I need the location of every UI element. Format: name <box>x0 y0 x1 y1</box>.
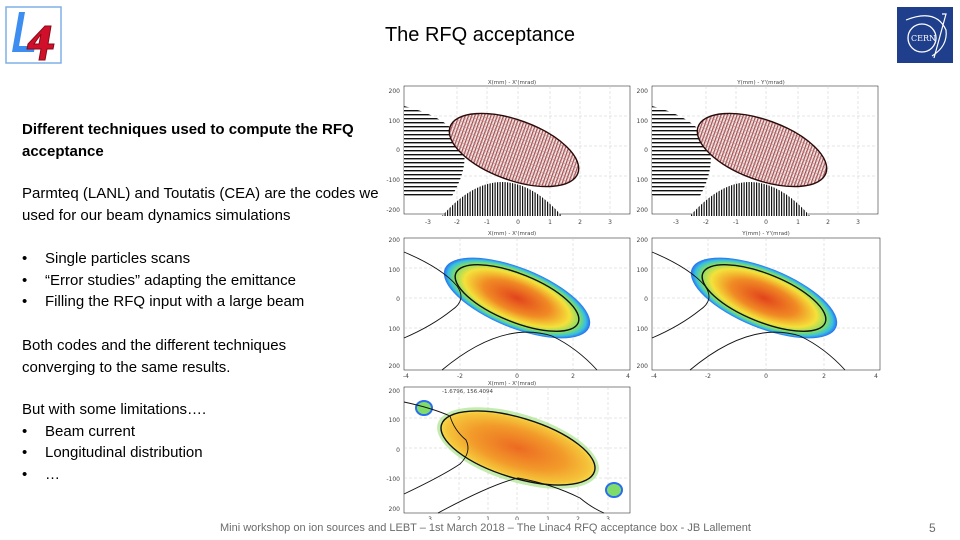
svg-text:-1: -1 <box>733 219 739 226</box>
svg-text:0: 0 <box>396 147 400 154</box>
svg-text:-2: -2 <box>457 373 463 378</box>
svg-text:3: 3 <box>608 219 612 226</box>
svg-text:0: 0 <box>764 373 768 378</box>
svg-text:3: 3 <box>856 219 860 226</box>
codes-paragraph: Parmteq (LANL) and Toutatis (CEA) are th… <box>22 185 379 224</box>
svg-text:2: 2 <box>571 373 575 378</box>
plot-large-beam-x: X(mm) - X'(mrad) -1.6796, 156.4094 200 1… <box>372 380 640 520</box>
svg-text:-100: -100 <box>386 177 400 184</box>
plot-error-y: Y(mm) - Y'(mrad) 200 100 0 100 200 -4 -2… <box>636 228 886 378</box>
svg-text:100: 100 <box>637 118 649 125</box>
svg-text:-4: -4 <box>651 373 657 378</box>
svg-text:-4: -4 <box>403 373 409 378</box>
svg-text:2: 2 <box>826 219 830 226</box>
list-item: •… <box>22 465 60 483</box>
svg-text:X(mm) - X'(mrad): X(mm) - X'(mrad) <box>488 231 536 237</box>
svg-text:4: 4 <box>874 373 878 378</box>
svg-text:200: 200 <box>389 237 401 244</box>
list-item: • Longitudinal distribution <box>22 444 203 461</box>
svg-text:0: 0 <box>516 219 520 226</box>
x-axis: -3 -2 -1 0 1 2 3 <box>425 219 612 226</box>
list-item: • “Error studies” adapting the emittance <box>22 271 296 289</box>
svg-text:3: 3 <box>428 516 432 520</box>
svg-text:2: 2 <box>822 373 826 378</box>
svg-text:Y(mm) - Y'(mrad): Y(mm) - Y'(mrad) <box>741 231 790 237</box>
svg-text:100: 100 <box>637 326 649 333</box>
svg-text:100: 100 <box>637 267 649 274</box>
svg-text:-3: -3 <box>425 219 431 226</box>
svg-text:X(mm) - X'(mrad): X(mm) - X'(mrad) <box>488 80 536 86</box>
svg-text:1: 1 <box>546 516 550 520</box>
svg-text:-2: -2 <box>454 219 460 226</box>
svg-text:1: 1 <box>796 219 800 226</box>
list-item: • Beam current <box>22 422 136 440</box>
svg-text:200: 200 <box>389 363 401 370</box>
svg-text:100: 100 <box>389 118 401 125</box>
svg-text:0: 0 <box>396 296 400 303</box>
svg-text:Y(mm) - Y'(mrad): Y(mm) - Y'(mrad) <box>736 80 785 86</box>
svg-text:100: 100 <box>389 267 401 274</box>
list-item: • Single particles scans <box>22 250 191 267</box>
svg-text:2: 2 <box>578 219 582 226</box>
l4-logo <box>5 6 62 64</box>
svg-text:0: 0 <box>644 147 648 154</box>
svg-text:-3: -3 <box>673 219 679 226</box>
heading-text: Different techniques used to compute the… <box>22 121 354 160</box>
svg-text:2: 2 <box>576 516 580 520</box>
svg-text:3: 3 <box>606 516 610 520</box>
svg-text:-2: -2 <box>705 373 711 378</box>
page-number: 5 <box>929 521 936 535</box>
limitations-intro: But with some limitations…. <box>22 401 207 418</box>
svg-text:200: 200 <box>637 237 649 244</box>
svg-text:-2: -2 <box>703 219 709 226</box>
svg-text:100: 100 <box>389 326 401 333</box>
techniques-list: • Single particles scans • “Error studies”… <box>22 248 372 313</box>
plot-error-x: X(mm) - X'(mrad) 200 100 0 100 200 -4 -2… <box>372 228 640 378</box>
conclusion-paragraph: Both codes and the different techniques … <box>22 337 287 376</box>
svg-text:200: 200 <box>389 88 401 95</box>
svg-text:-200: -200 <box>386 207 400 214</box>
svg-text:0: 0 <box>764 219 768 226</box>
footer-text: Mini workshop on ion sources and LEBT – … <box>220 522 751 534</box>
svg-text:200: 200 <box>637 88 649 95</box>
plot-scan-y: Y(mm) - Y'(mrad) 200 100 0 -100 -200 -3 … <box>636 78 886 228</box>
plot-scan-x: X(mm) - X'(mrad) 200 100 0 -100 -200 -3 … <box>372 78 640 228</box>
svg-text:X(mm) - X'(mrad): X(mm) - X'(mrad) <box>488 381 536 387</box>
svg-text:-200: -200 <box>636 207 648 214</box>
svg-text:-1: -1 <box>484 219 490 226</box>
limitations-block: But with some limitations…. • Beam curren… <box>22 399 362 485</box>
list-item: • Filling the RFQ input with a large beam <box>22 293 305 310</box>
svg-text:1: 1 <box>548 219 552 226</box>
svg-text:-100: -100 <box>386 476 400 483</box>
svg-text:-1.6796, 156.4094: -1.6796, 156.4094 <box>442 389 493 395</box>
svg-text:-100: -100 <box>636 177 648 184</box>
page-title: The RFQ acceptance <box>384 24 576 46</box>
svg-text:0: 0 <box>396 447 400 454</box>
svg-text:0: 0 <box>515 516 519 520</box>
svg-text:100: 100 <box>389 417 401 424</box>
cern-logo: CERN <box>896 6 954 64</box>
svg-text:0: 0 <box>515 373 519 378</box>
y-axis: 200 100 0 -100 -200 <box>386 88 400 214</box>
svg-text:0: 0 <box>644 296 648 303</box>
svg-text:1: 1 <box>486 516 490 520</box>
svg-text:4: 4 <box>626 373 630 378</box>
svg-text:200: 200 <box>389 506 401 513</box>
svg-text:200: 200 <box>389 388 401 395</box>
svg-text:2: 2 <box>457 516 461 520</box>
svg-text:200: 200 <box>637 363 649 370</box>
svg-text:CERN: CERN <box>911 34 936 43</box>
